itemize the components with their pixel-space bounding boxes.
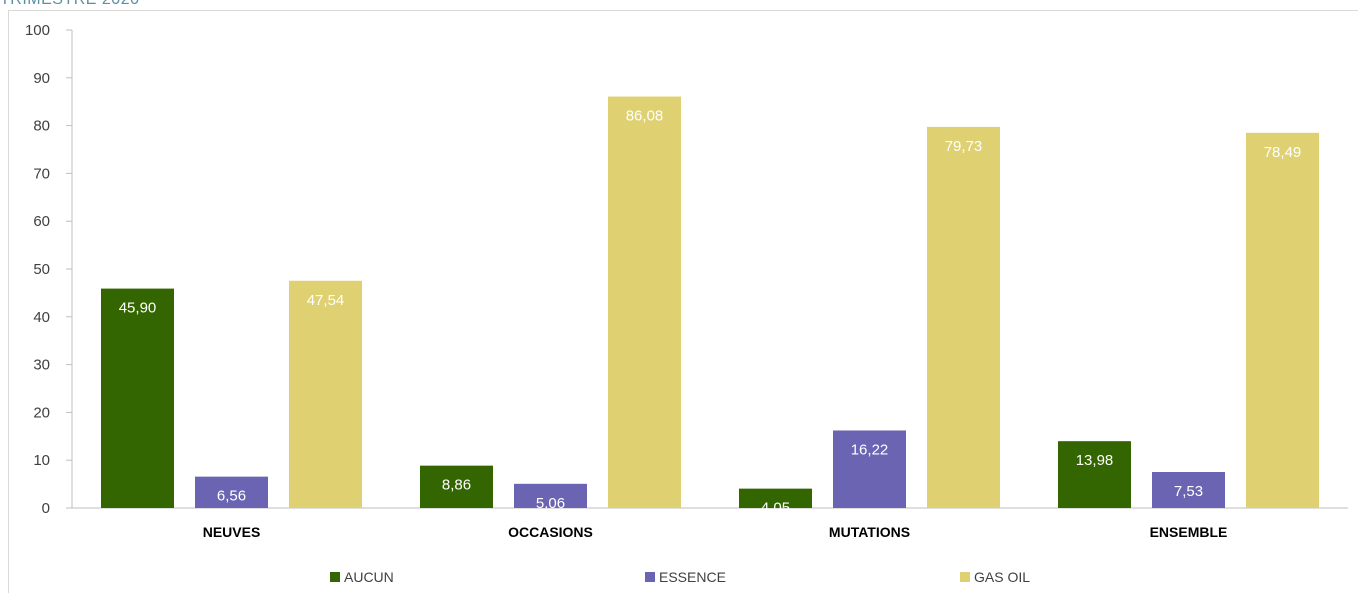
bar-gas-oil-occasions xyxy=(608,96,681,508)
data-label: 47,54 xyxy=(307,292,345,309)
y-tick-label: 80 xyxy=(33,118,50,135)
chart-border-top xyxy=(8,10,1358,11)
bar-aucun-ensemble xyxy=(1058,441,1131,508)
legend-label: ESSENCE xyxy=(659,569,726,585)
legend-swatch-gas-oil xyxy=(960,572,970,582)
y-tick-label: 10 xyxy=(33,452,50,469)
data-label: 6,56 xyxy=(217,488,246,505)
chart-title: TRIMESTRE 2020 xyxy=(0,0,139,9)
y-tick-label: 30 xyxy=(33,357,50,374)
bar-essence-mutations xyxy=(833,430,906,508)
data-label: 8,86 xyxy=(442,477,471,494)
y-tick-label: 90 xyxy=(33,70,50,87)
data-label: 16,22 xyxy=(851,441,889,458)
x-category-label: NEUVES xyxy=(203,524,261,540)
y-tick-label: 50 xyxy=(33,261,50,278)
data-label: 7,53 xyxy=(1174,483,1203,500)
bar-aucun-neuves xyxy=(101,288,174,508)
data-label: 13,98 xyxy=(1076,452,1114,469)
bar-gas-oil-neuves xyxy=(289,280,362,508)
data-label: 78,49 xyxy=(1264,144,1302,161)
data-label: 4,05 xyxy=(761,500,790,517)
legend-swatch-aucun xyxy=(330,572,340,582)
x-category-label: MUTATIONS xyxy=(829,524,910,540)
x-category-label: ENSEMBLE xyxy=(1150,524,1228,540)
y-tick-label: 100 xyxy=(25,22,50,39)
bar-aucun-occasions xyxy=(420,465,493,508)
y-tick-label: 0 xyxy=(42,500,50,517)
legend-label: AUCUN xyxy=(344,569,394,585)
chart-border-left xyxy=(8,10,9,593)
bar-gas-oil-ensemble xyxy=(1246,132,1319,508)
y-tick-label: 70 xyxy=(33,165,50,182)
data-label: 86,08 xyxy=(626,108,664,125)
data-label: 5,06 xyxy=(536,495,565,512)
data-label: 45,90 xyxy=(119,300,157,317)
bar-essence-neuves xyxy=(195,476,268,508)
bar-essence-ensemble xyxy=(1152,472,1225,508)
bar-essence-occasions xyxy=(514,483,587,508)
bar-aucun-mutations xyxy=(739,488,812,508)
y-tick-label: 40 xyxy=(33,309,50,326)
bar-gas-oil-mutations xyxy=(927,126,1000,509)
legend-swatch-essence xyxy=(645,572,655,582)
y-tick-label: 60 xyxy=(33,213,50,230)
x-category-label: OCCASIONS xyxy=(508,524,593,540)
legend-label: GAS OIL xyxy=(974,569,1030,585)
data-label: 79,73 xyxy=(945,138,983,155)
y-tick-label: 20 xyxy=(33,404,50,421)
